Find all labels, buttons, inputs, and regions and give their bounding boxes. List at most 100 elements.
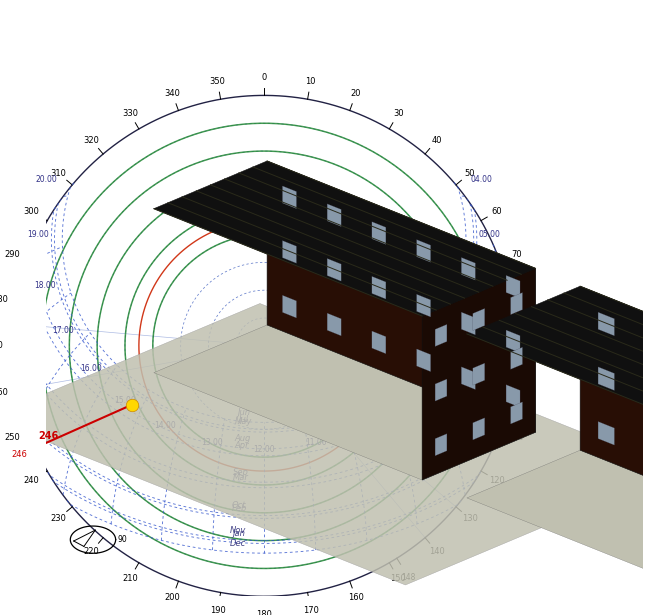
Polygon shape xyxy=(327,204,341,226)
Polygon shape xyxy=(416,294,430,317)
Polygon shape xyxy=(511,402,523,424)
Text: 30: 30 xyxy=(393,109,403,118)
Text: 310: 310 xyxy=(51,169,67,178)
Polygon shape xyxy=(461,367,475,389)
Text: 80: 80 xyxy=(523,295,534,304)
Text: 50: 50 xyxy=(465,169,475,178)
Polygon shape xyxy=(416,349,430,371)
Text: 12.00: 12.00 xyxy=(253,445,275,454)
Text: Dec: Dec xyxy=(230,539,246,547)
Text: Nov: Nov xyxy=(230,526,247,535)
Polygon shape xyxy=(598,367,614,391)
Polygon shape xyxy=(511,347,523,369)
Polygon shape xyxy=(282,186,296,208)
Polygon shape xyxy=(598,421,614,445)
Polygon shape xyxy=(372,331,386,354)
Text: 230: 230 xyxy=(51,514,67,523)
Text: 70: 70 xyxy=(511,250,521,258)
Polygon shape xyxy=(650,333,660,357)
Text: 220: 220 xyxy=(84,547,100,556)
Text: 15.00: 15.00 xyxy=(114,395,135,405)
Text: 08.00: 08.00 xyxy=(427,364,448,373)
Text: 10.00: 10.00 xyxy=(352,421,374,429)
Text: 340: 340 xyxy=(164,89,180,98)
Text: 130: 130 xyxy=(462,514,478,523)
Text: 250: 250 xyxy=(4,433,20,442)
Text: 246: 246 xyxy=(38,430,59,440)
Polygon shape xyxy=(372,222,386,244)
Text: 11.00: 11.00 xyxy=(306,438,327,447)
Text: Feb: Feb xyxy=(231,504,247,513)
Text: 190: 190 xyxy=(210,606,225,614)
Text: 09.00: 09.00 xyxy=(393,395,414,405)
Text: 350: 350 xyxy=(210,77,226,86)
Text: 270: 270 xyxy=(0,341,4,351)
Polygon shape xyxy=(435,379,447,401)
Text: 100: 100 xyxy=(521,388,536,397)
Text: 20: 20 xyxy=(350,89,361,98)
Text: 120: 120 xyxy=(488,475,504,485)
Polygon shape xyxy=(598,312,614,336)
Polygon shape xyxy=(506,385,520,407)
Text: Sep: Sep xyxy=(232,467,248,477)
Text: 05.00: 05.00 xyxy=(479,231,501,239)
Text: 13.00: 13.00 xyxy=(201,438,222,447)
Text: Mar: Mar xyxy=(232,473,248,482)
Text: 04.00: 04.00 xyxy=(471,175,492,184)
Polygon shape xyxy=(461,258,475,280)
Text: 320: 320 xyxy=(84,136,100,145)
Text: Jan: Jan xyxy=(232,529,245,538)
Polygon shape xyxy=(154,325,535,480)
Text: 240: 240 xyxy=(24,475,40,485)
Text: Jun: Jun xyxy=(238,408,251,417)
Polygon shape xyxy=(435,434,447,456)
Polygon shape xyxy=(473,418,484,440)
Text: 40: 40 xyxy=(432,136,442,145)
Text: 17.00: 17.00 xyxy=(53,327,75,335)
Polygon shape xyxy=(650,442,660,466)
Text: Apr: Apr xyxy=(235,441,249,450)
Text: 10: 10 xyxy=(306,77,316,86)
Text: 90: 90 xyxy=(118,535,127,544)
Text: 07.00: 07.00 xyxy=(454,327,476,335)
Polygon shape xyxy=(506,276,520,298)
Text: 280: 280 xyxy=(0,295,8,304)
Polygon shape xyxy=(154,161,535,316)
Polygon shape xyxy=(282,240,296,263)
Polygon shape xyxy=(416,240,430,262)
Text: 210: 210 xyxy=(122,574,138,583)
Text: 20.00: 20.00 xyxy=(36,175,57,184)
Polygon shape xyxy=(506,330,520,353)
Polygon shape xyxy=(435,324,447,346)
Text: 140: 140 xyxy=(429,547,444,556)
Polygon shape xyxy=(282,295,296,318)
Text: May: May xyxy=(235,418,252,426)
Polygon shape xyxy=(327,258,341,281)
Text: 300: 300 xyxy=(24,207,40,216)
Text: 290: 290 xyxy=(4,250,20,258)
Text: 16.00: 16.00 xyxy=(80,364,102,373)
Polygon shape xyxy=(580,286,660,534)
Polygon shape xyxy=(422,268,535,480)
Text: 90: 90 xyxy=(527,341,538,351)
Polygon shape xyxy=(0,304,660,585)
Text: 260: 260 xyxy=(0,388,8,397)
Polygon shape xyxy=(461,312,475,335)
Text: 0: 0 xyxy=(261,73,267,82)
Text: 200: 200 xyxy=(164,593,180,603)
Text: 148: 148 xyxy=(402,573,416,582)
Text: 60: 60 xyxy=(491,207,502,216)
Text: 06.00: 06.00 xyxy=(472,282,494,290)
Polygon shape xyxy=(327,313,341,336)
Polygon shape xyxy=(473,309,484,330)
Polygon shape xyxy=(511,293,523,315)
Text: Oct: Oct xyxy=(232,501,246,510)
Text: 150: 150 xyxy=(391,574,406,583)
Polygon shape xyxy=(467,450,660,581)
Polygon shape xyxy=(467,286,660,418)
Text: 19.00: 19.00 xyxy=(28,231,50,239)
Polygon shape xyxy=(473,363,484,385)
Text: Aug: Aug xyxy=(234,434,251,443)
Polygon shape xyxy=(650,387,660,411)
Text: 45: 45 xyxy=(372,269,384,279)
